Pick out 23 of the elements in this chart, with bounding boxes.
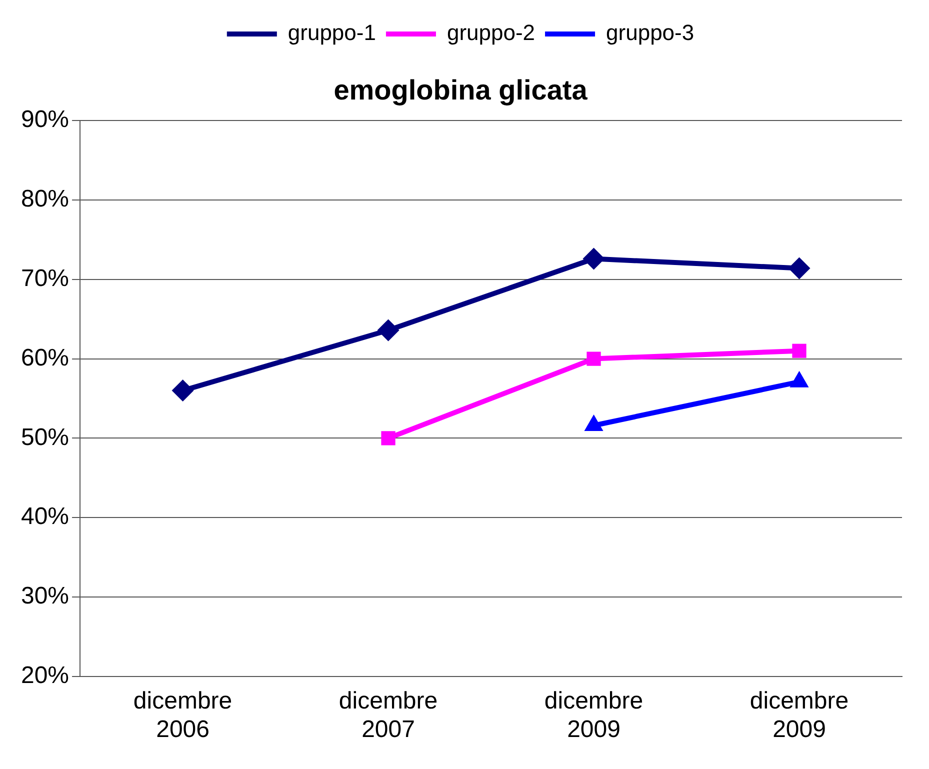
point: [172, 380, 194, 402]
x-tick-label: dicembre 2006: [133, 687, 232, 744]
y-tick-label: 30%: [20, 582, 70, 610]
point: [586, 352, 601, 366]
point: [792, 344, 806, 358]
chart-title: emoglobina glicata: [334, 74, 588, 106]
y-tick-label: 80%: [20, 186, 70, 213]
y-tick-label: 40%: [20, 503, 70, 530]
x-tick-label: dicembre 2007: [338, 687, 438, 744]
x-tick-label: dicembre 2009: [750, 687, 849, 744]
y-tick-label: 70%: [20, 265, 70, 292]
y-tick-label: 20%: [20, 662, 70, 690]
y-tick-label: 50%: [20, 424, 70, 451]
point: [381, 431, 396, 446]
y-tick-label: 60%: [20, 344, 70, 372]
point: [377, 319, 400, 342]
legend-label: gruppo-1: [288, 20, 376, 46]
point: [788, 257, 810, 280]
legend-label: gruppo-2: [446, 20, 536, 46]
point: [582, 248, 605, 270]
x-tick-label: dicembre 2009: [544, 687, 644, 744]
legend-label: gruppo-3: [606, 20, 694, 46]
y-tick-label: 90%: [20, 106, 70, 134]
